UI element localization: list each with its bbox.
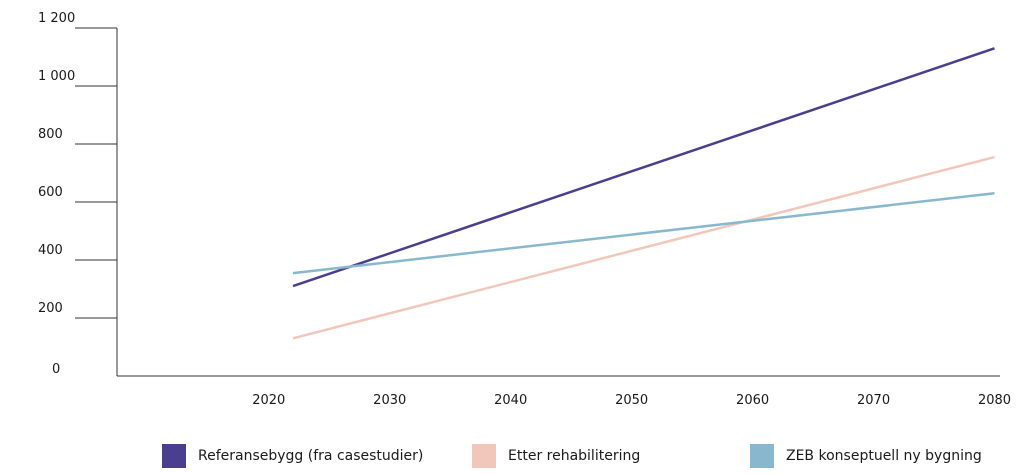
y-tick-label: 400 xyxy=(38,243,63,258)
legend: Referansebygg (fra casestudier) Etter reh… xyxy=(0,443,1021,469)
legend-label: ZEB konseptuell ny bygning xyxy=(786,448,982,464)
x-tick-label: 2050 xyxy=(615,393,648,408)
y-tick-label: 1 000 xyxy=(38,69,75,84)
legend-swatch xyxy=(472,444,496,468)
x-tick-label: 2060 xyxy=(736,393,769,408)
x-tick-label: 2070 xyxy=(857,393,890,408)
series-line xyxy=(292,192,995,275)
y-tick-label: 800 xyxy=(38,127,63,142)
y-tick-label: 0 xyxy=(52,362,60,377)
x-tick-label: 2040 xyxy=(494,393,527,408)
x-tick-label: 2030 xyxy=(373,393,406,408)
line-chart: 0 200 400 600 800 1 000 1 200 2020 2030 2040 2050… xyxy=(38,11,1011,408)
x-axis: 2020 2030 2040 2050 2060 2070 2080 xyxy=(117,375,1011,408)
legend-item: Etter rehabilitering xyxy=(472,443,640,469)
legend-item: ZEB konseptuell ny bygning xyxy=(750,443,982,469)
series-line xyxy=(292,47,995,288)
series-lines xyxy=(292,47,995,340)
x-tick-label: 2080 xyxy=(978,393,1011,408)
y-axis: 0 200 400 600 800 1 000 1 200 xyxy=(38,11,118,377)
legend-swatch xyxy=(162,444,186,468)
x-tick-label: 2020 xyxy=(252,393,285,408)
legend-swatch xyxy=(750,444,774,468)
y-tick-label: 1 200 xyxy=(38,11,75,26)
y-tick-label: 600 xyxy=(38,185,63,200)
y-tick-label: 200 xyxy=(38,301,63,316)
legend-label: Referansebygg (fra casestudier) xyxy=(198,448,424,464)
legend-item: Referansebygg (fra casestudier) xyxy=(162,443,423,469)
legend-label: Etter rehabilitering xyxy=(508,448,641,464)
series-line xyxy=(292,155,995,340)
